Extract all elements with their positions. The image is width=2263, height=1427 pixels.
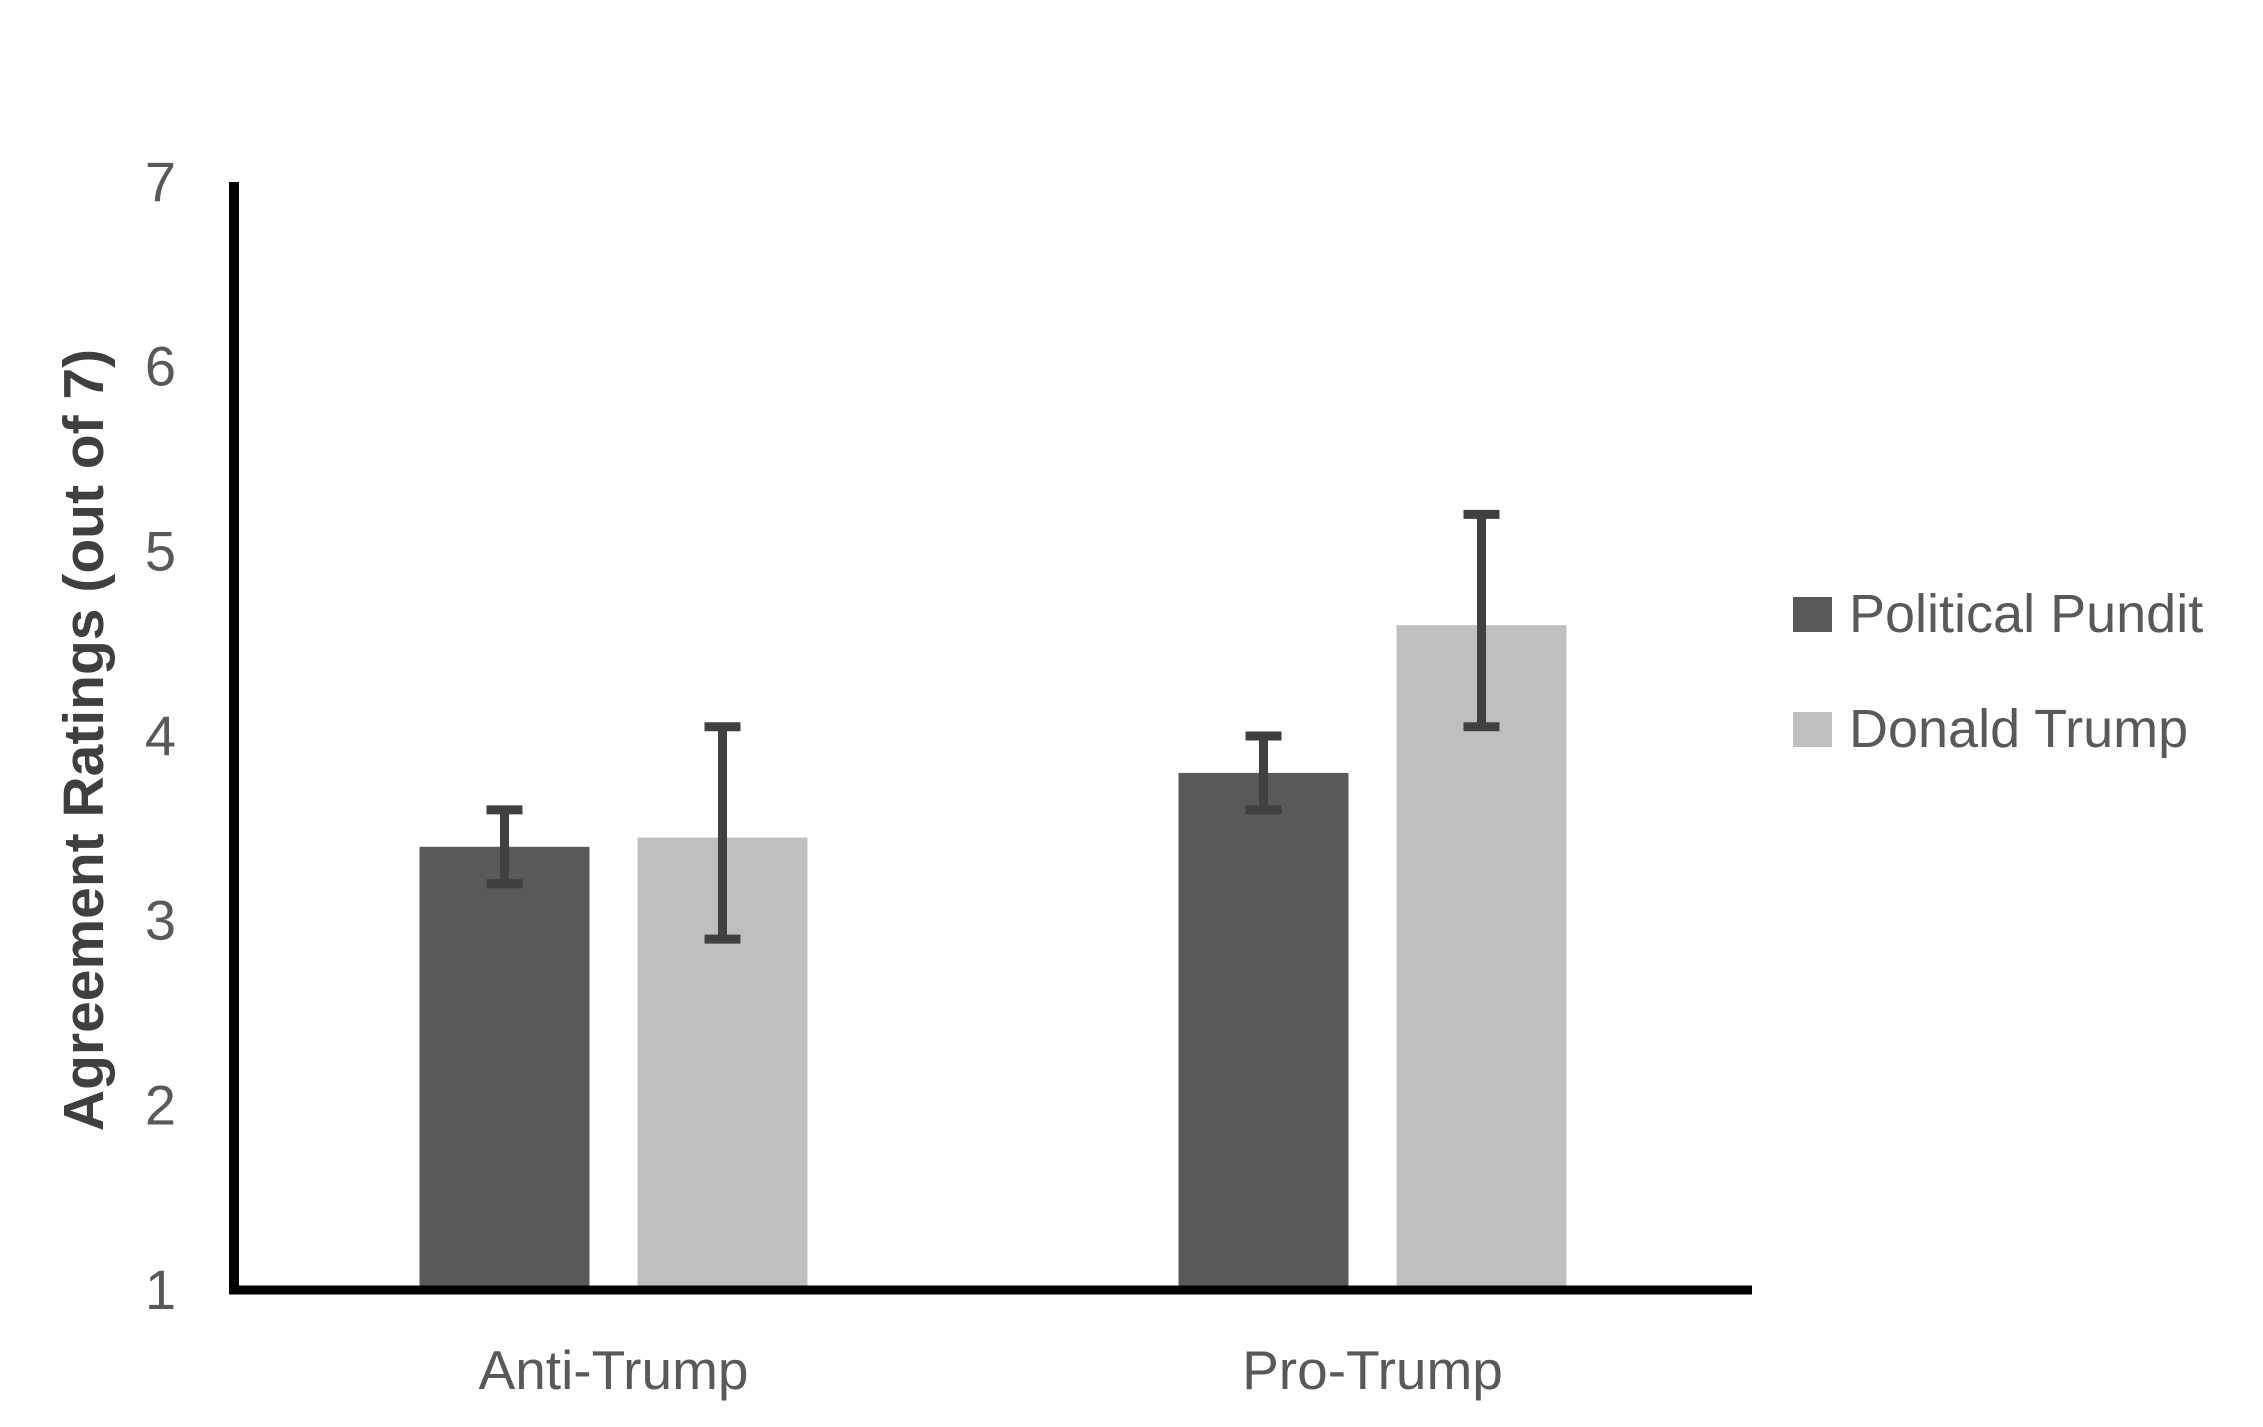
y-tick-3: 3 <box>145 889 176 952</box>
y-tick-6: 6 <box>145 335 176 398</box>
category-label-anti-trump: Anti-Trump <box>479 1339 749 1401</box>
bar-pro-trump-donald-trump <box>1396 625 1567 1290</box>
y-axis-title: Agreement Ratings (out of 7) <box>52 349 116 1131</box>
y-tick-5: 5 <box>145 519 176 582</box>
error-bar-pro-trump-political-pundit <box>1245 731 1282 815</box>
bar-pro-trump-political-pundit <box>1178 772 1349 1290</box>
y-tick-1: 1 <box>145 1258 176 1321</box>
error-bar-pro-trump-donald-trump <box>1463 509 1500 732</box>
bars-layer <box>419 625 1567 1290</box>
legend-label-donald-trump: Donald Trump <box>1849 699 2189 759</box>
legend-swatch-political-pundit <box>1793 596 1832 632</box>
x-category-labels: Anti-Trump Pro-Trump <box>479 1339 1503 1401</box>
y-tick-labels: 1 2 3 4 5 6 7 <box>145 150 176 1321</box>
bar-anti-trump-political-pundit <box>419 846 590 1290</box>
error-bar-anti-trump-political-pundit <box>486 805 523 889</box>
legend-item-political-pundit: Political Pundit <box>1793 581 2203 647</box>
legend: Political Pundit Donald Trump <box>1793 581 2203 762</box>
error-bars-layer <box>486 509 1500 944</box>
category-label-pro-trump: Pro-Trump <box>1242 1339 1503 1401</box>
y-tick-2: 2 <box>145 1073 176 1136</box>
y-tick-7: 7 <box>145 150 176 213</box>
legend-item-donald-trump: Donald Trump <box>1793 696 2203 762</box>
legend-label-political-pundit: Political Pundit <box>1849 584 2204 644</box>
axes-layer <box>229 182 1752 1295</box>
y-tick-4: 4 <box>145 704 176 767</box>
legend-swatch-donald-trump <box>1793 711 1832 747</box>
error-bar-anti-trump-donald-trump <box>704 722 741 944</box>
